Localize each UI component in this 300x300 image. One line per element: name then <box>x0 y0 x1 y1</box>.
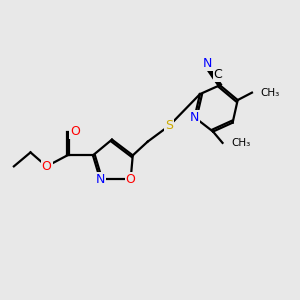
Text: S: S <box>165 119 173 132</box>
Text: O: O <box>126 172 136 186</box>
Text: C: C <box>214 68 222 81</box>
Text: O: O <box>42 160 52 173</box>
Text: N: N <box>190 111 199 124</box>
Text: N: N <box>95 172 105 186</box>
Text: CH₃: CH₃ <box>261 88 280 98</box>
Text: O: O <box>70 125 80 138</box>
Text: CH₃: CH₃ <box>231 139 251 148</box>
Text: N: N <box>203 58 212 70</box>
